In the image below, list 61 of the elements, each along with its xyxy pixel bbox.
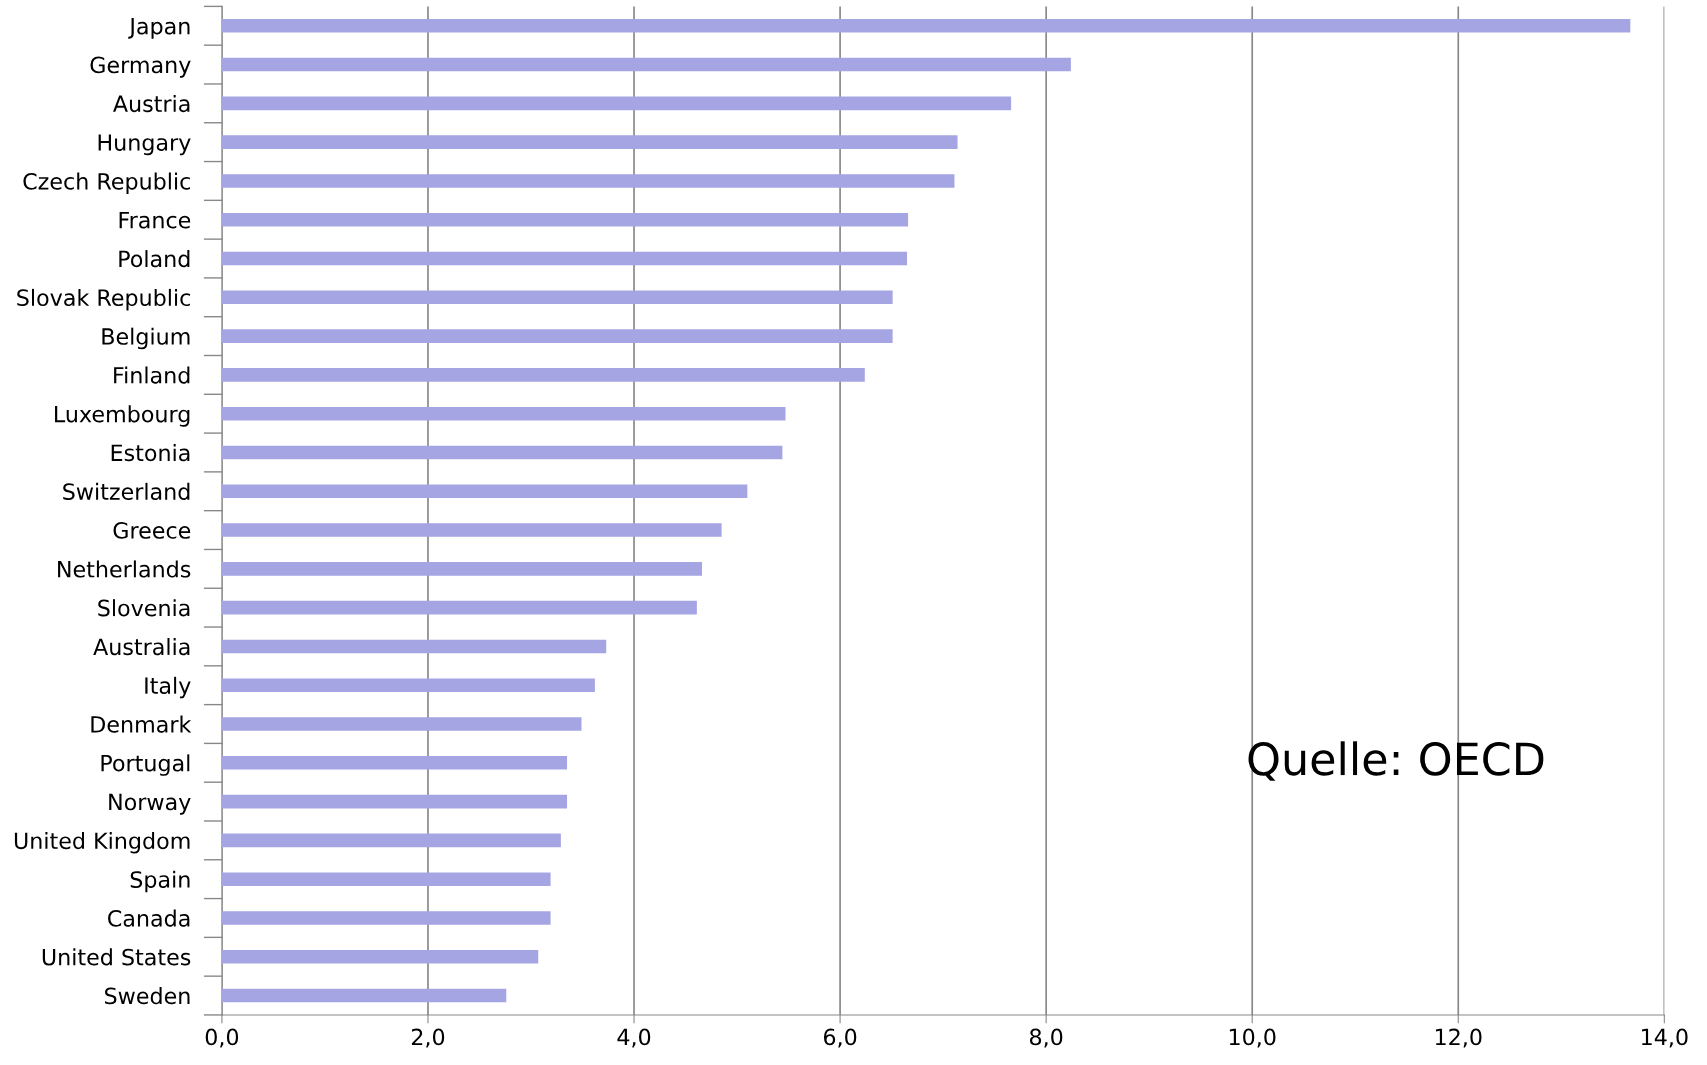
y-tick-label: United Kingdom <box>14 831 190 854</box>
x-tick-label: 10,0 <box>1229 1028 1276 1048</box>
y-tick-label: Hungary <box>98 134 191 156</box>
y-tick-label: Denmark <box>91 715 192 733</box>
annotation: Quelle: OECD <box>1248 741 1544 781</box>
y-tick-label: France <box>119 211 191 229</box>
y-tick-label: Netherlands <box>58 560 191 578</box>
x-tick-label: 2,0 <box>411 1028 445 1048</box>
bar <box>221 833 561 848</box>
bar <box>221 794 568 809</box>
x-tick-label: 12,0 <box>1435 1028 1482 1048</box>
y-tick-label: Spain <box>130 870 190 893</box>
bar <box>221 290 893 305</box>
y-tick-label: Sweden <box>105 987 190 1005</box>
bar <box>221 911 551 925</box>
bar <box>221 562 703 576</box>
y-tick-label: Luxembourg <box>55 405 190 427</box>
bar <box>221 57 1071 72</box>
bar <box>221 135 958 149</box>
y-tick-label: Italy <box>145 676 191 699</box>
bar <box>221 96 1012 111</box>
bar <box>221 678 595 693</box>
y-tick-label: Belgium <box>102 327 190 350</box>
bar <box>221 368 865 382</box>
y-tick-label: Austria <box>113 94 190 113</box>
y-tick-label: Canada <box>108 909 190 927</box>
bar <box>221 484 748 499</box>
y-tick-label: Greece <box>113 522 191 539</box>
y-tick-label: Finland <box>114 366 190 384</box>
y-tick-label: Estonia <box>111 444 190 462</box>
bar <box>221 19 1631 33</box>
bar <box>221 251 908 266</box>
y-tick-label: United States <box>42 948 191 966</box>
y-tick-label: Japan <box>128 18 190 39</box>
y-tick-label: Australia <box>93 637 190 656</box>
bar <box>221 756 568 770</box>
bar <box>221 523 722 537</box>
bar <box>221 639 607 654</box>
bar <box>221 174 955 188</box>
y-tick-label: Norway <box>109 793 191 815</box>
y-tick-label: Slovenia <box>98 599 190 617</box>
y-tick-label: Poland <box>119 250 190 268</box>
x-tick-label: 14,0 <box>1642 1028 1688 1048</box>
x-tick-label: 8,0 <box>1029 1028 1063 1048</box>
bar <box>221 872 551 886</box>
bar <box>221 988 507 1003</box>
y-tick-label: Germany <box>90 56 191 78</box>
y-tick-label: Czech Republic <box>23 172 190 195</box>
x-tick-label: 6,0 <box>823 1028 857 1048</box>
y-tick-label: Switzerland <box>63 482 190 501</box>
bar <box>221 212 909 227</box>
bar <box>221 717 582 731</box>
y-tick-label: Slovak Republic <box>17 288 190 311</box>
x-tick-label: 0,0 <box>205 1028 239 1048</box>
bar <box>221 329 893 343</box>
x-tick-label: 4,0 <box>617 1028 651 1048</box>
y-tick-label: Portugal <box>101 754 190 776</box>
bar <box>221 600 697 615</box>
bar <box>221 445 783 460</box>
bar <box>221 949 539 964</box>
bar <box>221 406 786 421</box>
